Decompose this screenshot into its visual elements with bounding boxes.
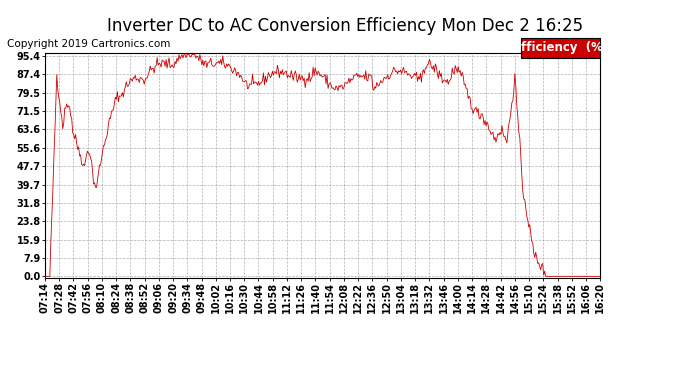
Text: Copyright 2019 Cartronics.com: Copyright 2019 Cartronics.com <box>7 39 170 50</box>
Text: Efficiency  (%): Efficiency (%) <box>513 41 609 54</box>
Text: Inverter DC to AC Conversion Efficiency Mon Dec 2 16:25: Inverter DC to AC Conversion Efficiency … <box>107 17 583 35</box>
